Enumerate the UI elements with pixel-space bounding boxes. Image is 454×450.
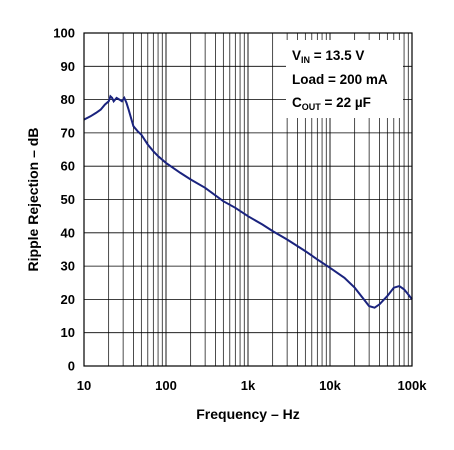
plot-frame: [83, 32, 413, 367]
series-line-ripple-rejection: [83, 94, 413, 309]
y-tick-label: 40: [61, 225, 75, 240]
y-tick-label: 0: [68, 359, 75, 374]
y-tick-label: 10: [61, 325, 75, 340]
x-tick-label: 100k: [398, 378, 428, 393]
y-tick-label: 80: [61, 92, 75, 107]
annotation-box: VIN = 13.5 V Load = 200 mA COUT = 22 µF: [286, 40, 403, 118]
y-axis-title: Ripple Rejection – dB: [25, 128, 41, 272]
x-tick-label: 1k: [241, 378, 256, 393]
annotation-load: Load = 200 mA: [292, 72, 388, 87]
annotation-cout: COUT = 22 µF: [292, 95, 371, 112]
y-tick-labels: 0 10 20 30 40 50 60 70 80 90 100: [53, 26, 75, 374]
y-tick-label: 100: [53, 26, 75, 41]
x-axis-title: Frequency – Hz: [196, 406, 299, 422]
x-tick-label: 10: [77, 378, 91, 393]
y-tick-label: 20: [61, 292, 75, 307]
y-tick-label: 60: [61, 159, 75, 174]
x-tick-label: 100: [155, 378, 177, 393]
x-tick-label: 10k: [319, 378, 341, 393]
x-tick-labels: 10 100 1k 10k 100k: [77, 378, 427, 393]
y-tick-label: 50: [61, 192, 75, 207]
y-tick-label: 30: [61, 259, 75, 274]
y-tick-label: 70: [61, 125, 75, 140]
annotation-vin: VIN = 13.5 V: [292, 48, 364, 65]
y-tick-label: 90: [61, 59, 75, 74]
